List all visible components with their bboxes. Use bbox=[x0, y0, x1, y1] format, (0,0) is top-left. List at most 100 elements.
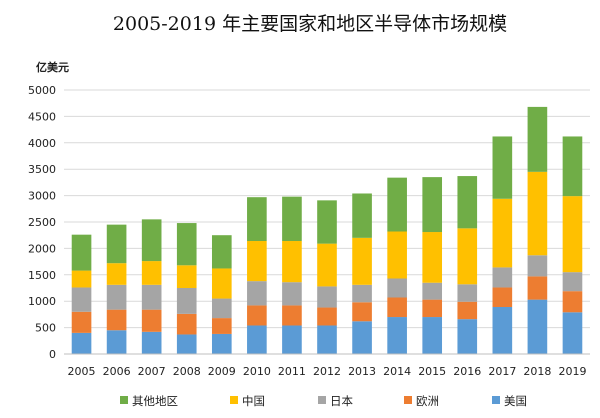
bar-segment bbox=[141, 261, 162, 285]
bar-segment bbox=[317, 307, 337, 326]
bar-segment bbox=[457, 228, 478, 285]
bar-segment bbox=[492, 307, 513, 354]
bar-segment bbox=[457, 319, 478, 354]
legend-item: 欧洲 bbox=[404, 394, 439, 408]
bar-segment bbox=[211, 333, 232, 354]
legend-item: 美国 bbox=[492, 394, 527, 408]
bar-segment bbox=[422, 177, 443, 233]
bar-segment bbox=[247, 241, 267, 282]
bar-segment bbox=[176, 334, 197, 354]
bar-segment bbox=[387, 177, 407, 232]
y-tick-label: 3000 bbox=[28, 190, 56, 203]
legend-label: 美国 bbox=[504, 394, 527, 408]
x-tick-label: 2015 bbox=[418, 365, 446, 378]
bar-segment bbox=[141, 219, 162, 262]
y-tick-label: 2500 bbox=[28, 216, 56, 229]
bar-segment bbox=[211, 298, 232, 319]
x-tick-label: 2018 bbox=[523, 365, 551, 378]
bar-segment bbox=[527, 276, 548, 300]
bar-segment bbox=[422, 317, 443, 354]
bar-segment bbox=[457, 176, 478, 229]
bar-segment bbox=[387, 317, 407, 354]
bar-segment bbox=[317, 325, 337, 354]
bar-segment bbox=[352, 237, 372, 285]
bar-segment bbox=[457, 284, 478, 302]
bar-segment bbox=[387, 297, 407, 318]
x-tick-label: 2006 bbox=[103, 365, 131, 378]
bar-segment bbox=[457, 301, 478, 320]
y-tick-label: 2000 bbox=[28, 242, 56, 255]
bar-segment bbox=[352, 302, 372, 322]
y-tick-label: 500 bbox=[35, 322, 56, 335]
x-tick-label: 2013 bbox=[348, 365, 376, 378]
legend: 其他地区 中国 日本 欧洲 美国 bbox=[120, 394, 527, 408]
legend-swatch bbox=[492, 396, 500, 404]
bar-segment bbox=[141, 331, 162, 354]
bar-segment bbox=[282, 305, 302, 326]
bar-segment bbox=[282, 196, 302, 242]
axis-layer: 2005 2006 2007 2008 2009 2010 2011 2012 2013 2014… bbox=[64, 353, 590, 378]
bar-segment bbox=[492, 136, 513, 199]
bar-segment bbox=[317, 200, 337, 244]
legend-label: 日本 bbox=[330, 394, 353, 408]
bar-segment bbox=[492, 287, 513, 308]
legend-item: 其他地区 bbox=[120, 394, 178, 408]
bar-segment bbox=[352, 193, 372, 238]
bar-segment bbox=[492, 267, 513, 288]
bar-segment bbox=[387, 278, 407, 298]
y-tick-label: 1000 bbox=[28, 295, 56, 308]
bars-layer bbox=[71, 106, 583, 354]
x-tick-label: 2014 bbox=[383, 365, 411, 378]
bar-segment bbox=[106, 284, 127, 310]
bar-segment bbox=[247, 305, 267, 326]
legend-label: 欧洲 bbox=[416, 394, 439, 408]
bar-segment bbox=[562, 312, 583, 354]
y-tick-label: 3500 bbox=[28, 163, 56, 176]
y-tick-label: 1500 bbox=[28, 269, 56, 282]
bar-segment bbox=[422, 282, 443, 300]
bar-segment bbox=[176, 265, 197, 288]
bar-segment bbox=[282, 282, 302, 306]
legend-label: 其他地区 bbox=[132, 394, 178, 408]
x-tick-label: 2010 bbox=[243, 365, 271, 378]
x-tick-label: 2016 bbox=[453, 365, 481, 378]
bar-segment bbox=[71, 287, 92, 312]
y-tick-label: 4500 bbox=[28, 110, 56, 123]
bar-segment bbox=[422, 299, 443, 318]
bar-segment bbox=[352, 284, 372, 303]
x-tick-label: 2019 bbox=[558, 365, 586, 378]
bar-segment bbox=[211, 318, 232, 334]
x-tick-label: 2007 bbox=[138, 365, 166, 378]
bar-segment bbox=[387, 231, 407, 279]
bar-segment bbox=[71, 311, 92, 333]
bar-segment bbox=[247, 197, 267, 242]
x-tick-label: 2008 bbox=[173, 365, 201, 378]
bar-segment bbox=[176, 313, 197, 335]
legend-item: 日本 bbox=[318, 394, 353, 408]
bar-segment bbox=[282, 325, 302, 354]
bar-segment bbox=[562, 196, 583, 273]
bar-segment bbox=[562, 291, 583, 313]
bar-segment bbox=[141, 309, 162, 332]
bar-segment bbox=[71, 270, 92, 288]
y-tick-label: 4000 bbox=[28, 137, 56, 150]
bar-segment bbox=[106, 263, 127, 285]
chart-title: 2005-2019 年主要国家和地区半导体市场规模 bbox=[113, 13, 507, 35]
bar-segment bbox=[141, 284, 162, 310]
legend-label: 中国 bbox=[242, 394, 265, 408]
bar-segment bbox=[282, 241, 302, 283]
bar-segment bbox=[106, 330, 127, 354]
bar-segment bbox=[317, 243, 337, 287]
y-axis-unit-label: 亿美元 bbox=[36, 60, 69, 74]
bar-segment bbox=[527, 171, 548, 256]
y-tick-label: 5000 bbox=[28, 84, 56, 97]
bar-segment bbox=[317, 286, 337, 308]
bar-segment bbox=[71, 234, 92, 271]
bar-segment bbox=[211, 235, 232, 269]
legend-swatch bbox=[404, 396, 412, 404]
x-tick-label: 2009 bbox=[208, 365, 236, 378]
bar-segment bbox=[71, 332, 92, 354]
bar-segment bbox=[422, 232, 443, 283]
bar-segment bbox=[106, 309, 127, 331]
